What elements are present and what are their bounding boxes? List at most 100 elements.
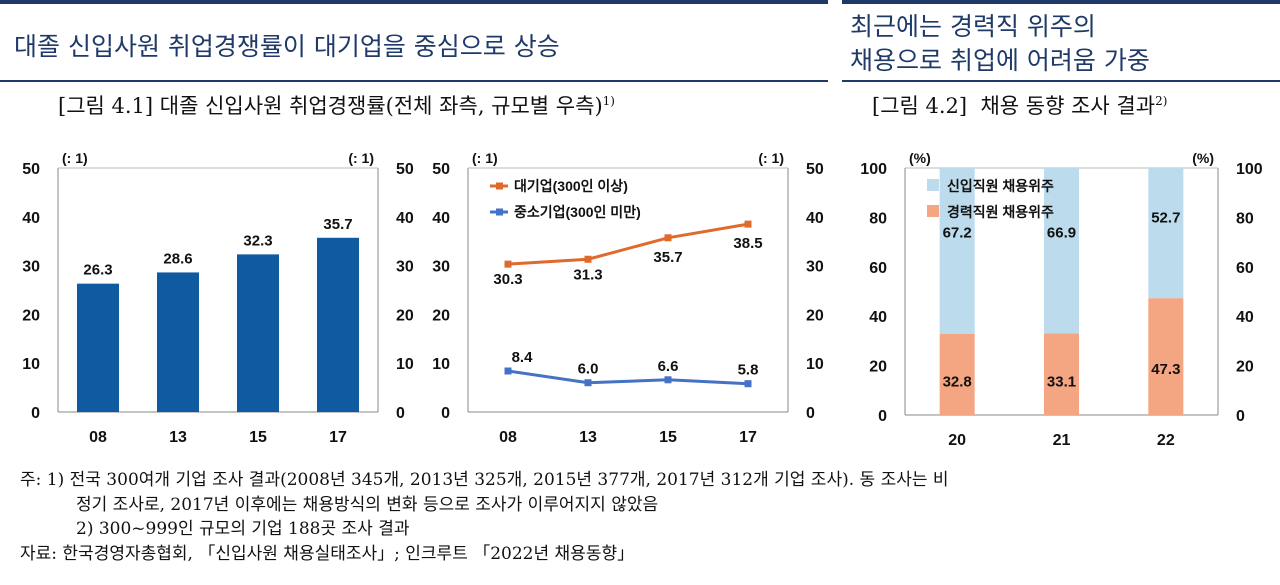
figure-4-1-caption: 대졸 신입사원 취업경쟁률(전체 좌측, 규모별 우측) (159, 94, 603, 118)
chart3-bar-segment-0 (1044, 333, 1079, 415)
chart3-data-label-1: 67.2 (943, 225, 972, 242)
chart1-data-label: 28.6 (163, 250, 192, 267)
chart1-ytick-left: 50 (22, 161, 40, 178)
chart1-ytick-left: 40 (22, 210, 40, 227)
chart2-point-1 (744, 380, 752, 388)
chart2-ytick-right: 30 (806, 259, 824, 276)
chart2-xtick: 15 (659, 429, 677, 446)
chart2-unit-right: (: 1) (758, 150, 784, 166)
chart1-bar (157, 272, 199, 412)
chart2-legend-label-0: 대기업(300인 이상) (514, 178, 628, 194)
chart2-data-label-1: 6.6 (658, 358, 679, 375)
chart3-bar-segment-1 (1148, 168, 1184, 299)
chart2-ytick-left: 30 (432, 259, 450, 276)
chart3-xtick: 22 (1157, 432, 1175, 449)
chart3-ytick-right: 60 (1236, 260, 1254, 277)
chart1-ytick-left: 20 (22, 307, 40, 324)
chart1-ytick-right: 50 (396, 161, 414, 178)
chart2-point-0 (584, 255, 592, 263)
chart1-ytick-left: 10 (22, 356, 40, 373)
chart2-data-label-1: 5.8 (738, 362, 759, 379)
chart2-point-1 (504, 367, 512, 375)
right-header-divider (842, 80, 1280, 82)
footnotes: 주: 1) 전국 300여개 기업 조사 결과(2008년 345개, 2013… (20, 468, 949, 566)
chart1-xtick: 17 (329, 429, 347, 446)
top-accent-bar-right (842, 0, 1280, 4)
chart2-ytick-left: 10 (432, 356, 450, 373)
chart2-ytick-left: 50 (432, 161, 450, 178)
chart3-ytick-right: 0 (1236, 408, 1245, 425)
figure-4-2-footnote-mark: 2) (1155, 94, 1168, 108)
chart3-ytick-left: 60 (869, 260, 887, 277)
left-header-divider (0, 80, 828, 82)
chart1-xtick: 08 (89, 429, 107, 446)
chart3-ytick-left: 0 (878, 408, 887, 425)
chart2-series-line-0 (507, 222, 749, 266)
chart2-point-0 (664, 234, 672, 242)
chart3-data-label-1: 66.9 (1047, 224, 1076, 241)
chart2-ytick-right: 20 (806, 307, 824, 324)
chart1-unit-left: (: 1) (62, 150, 88, 166)
chart2-data-label-1: 6.0 (578, 361, 599, 378)
chart3-ytick-right: 20 (1236, 359, 1254, 376)
chart2-ytick-right: 0 (806, 405, 815, 422)
chart3-ytick-left: 100 (860, 161, 887, 178)
chart2-data-label-0: 30.3 (493, 271, 522, 288)
right-headline-line1: 최근에는 경력직 위주의 (850, 12, 1096, 41)
chart3-ytick-left: 80 (869, 210, 887, 227)
chart3-data-label-0: 33.1 (1047, 373, 1076, 390)
chart1-ytick-left: 0 (31, 405, 40, 422)
figure-4-2-caption: 채용 동향 조사 결과 (980, 94, 1156, 118)
figure-4-1-title: [그림 4.1] 대졸 신입사원 취업경쟁률(전체 좌측, 규모별 우측)1) (58, 90, 615, 120)
chart3-ytick-right: 80 (1236, 210, 1254, 227)
chart2-point-1 (584, 379, 592, 387)
right-headline-line2: 채용으로 취업에 어려움 가중 (850, 46, 1150, 75)
chart3-legend-swatch-1 (927, 179, 939, 191)
chart3-data-label-0: 47.3 (1151, 361, 1180, 378)
chart3-legend-swatch-0 (927, 205, 939, 217)
chart2-ytick-right: 10 (806, 356, 824, 373)
figure-4-2-label: [그림 4.2] (872, 94, 968, 118)
chart2-ytick-right: 50 (806, 161, 824, 178)
chart2-data-label-0: 35.7 (653, 249, 682, 266)
source-note: 자료: 한국경영자총협회, 「신입사원 채용실태조사」; 인크루트 「2022년… (20, 543, 635, 564)
chart3-legend-label-0: 경력직원 채용위주 (947, 204, 1054, 220)
top-accent-bar-left (0, 0, 828, 4)
left-headline: 대졸 신입사원 취업경쟁률이 대기업을 중심으로 상승 (14, 32, 560, 61)
chart2-ytick-left: 0 (441, 405, 450, 422)
chart2-legend-marker-0 (496, 182, 503, 190)
figure-4-1-footnote-mark: 1) (602, 94, 615, 108)
chart3-bar-segment-1 (939, 168, 975, 334)
chart2-ytick-left: 20 (432, 307, 450, 324)
footnote-1-line1: 주: 1) 전국 300여개 기업 조사 결과(2008년 345개, 2013… (20, 470, 949, 490)
figure-4-2-title: [그림 4.2] 채용 동향 조사 결과2) (872, 90, 1167, 120)
chart2-legend-marker-1 (496, 208, 503, 216)
chart3-bar-segment-1 (1044, 168, 1079, 334)
chart3-data-label-1: 52.7 (1151, 210, 1180, 227)
chart3-legend-label-1: 신입직원 채용위주 (947, 178, 1054, 194)
chart2-ytick-right: 40 (806, 210, 824, 227)
chart1-ytick-right: 30 (396, 259, 414, 276)
chart3-ytick-right: 40 (1236, 309, 1254, 326)
chart3-unit-left: (%) (909, 150, 931, 166)
chart1-bar (237, 254, 279, 412)
chart1-ytick-right: 0 (396, 405, 405, 422)
chart1-data-label: 26.3 (83, 262, 112, 279)
chart1-unit-right: (: 1) (348, 150, 374, 166)
chart1-bar (77, 283, 119, 412)
chart2-point-0 (744, 220, 752, 228)
chart1-ytick-right: 40 (396, 210, 414, 227)
chart1-data-label: 35.7 (323, 216, 352, 233)
chart1-bar (317, 237, 359, 412)
chart3-unit-right: (%) (1192, 150, 1214, 166)
chart1-data-label: 32.3 (243, 232, 272, 249)
chart2-xtick: 08 (499, 429, 517, 446)
chart2-data-label-0: 38.5 (733, 235, 762, 252)
chart1-xtick: 15 (249, 429, 267, 446)
chart3-data-label-0: 32.8 (943, 374, 972, 391)
footnote-2: 2) 300~999인 규모의 기업 188곳 조사 결과 (76, 519, 410, 539)
chart3-ytick-right: 100 (1236, 161, 1263, 178)
chart1-ytick-left: 30 (22, 259, 40, 276)
chart2-point-1 (664, 376, 672, 384)
figure-4-1-label: [그림 4.1] (58, 94, 154, 118)
